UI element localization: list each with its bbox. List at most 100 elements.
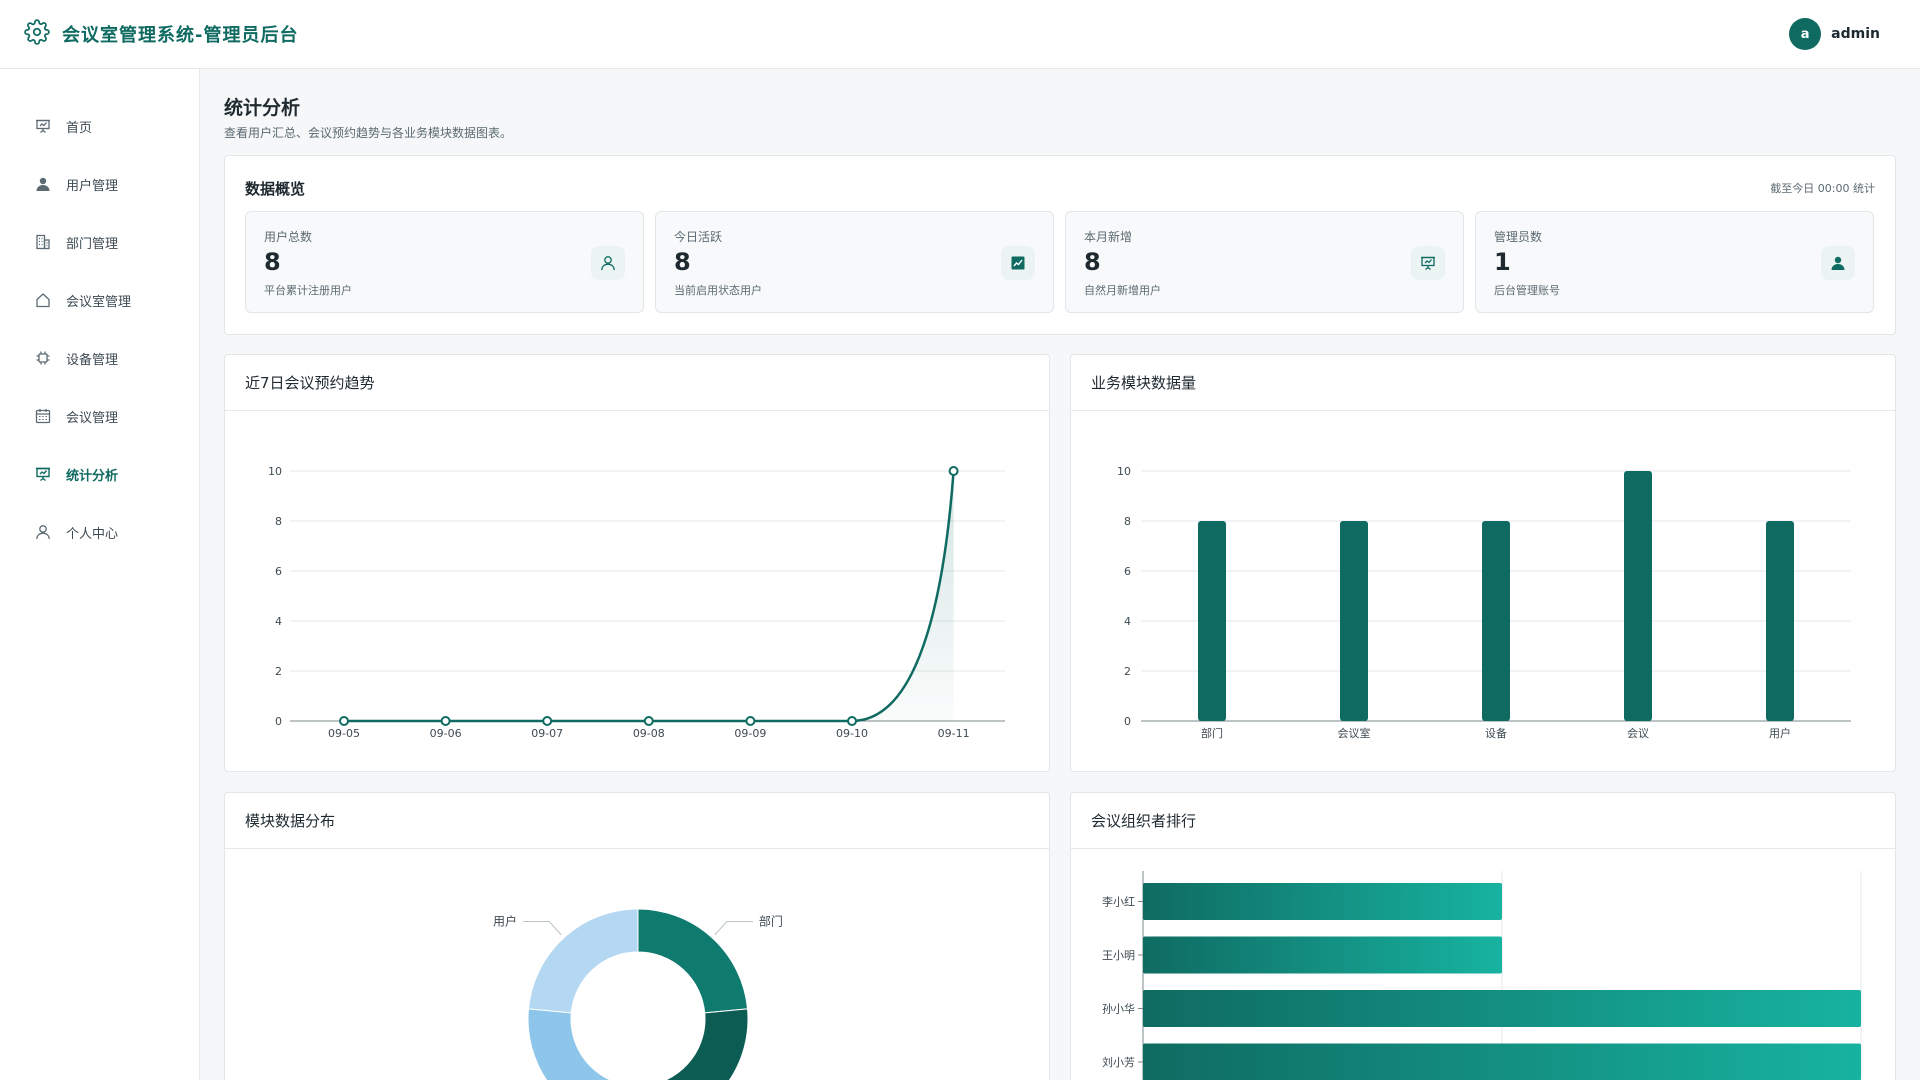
top-header: 会议室管理系统-管理员后台 a admin — [0, 0, 1920, 69]
data-point — [643, 716, 654, 726]
stat-label: 今日活跃 — [674, 230, 723, 244]
sidebar-item-label: 部门管理 — [66, 236, 119, 252]
y-tick-label: 0 — [275, 715, 282, 728]
sidebar-item-profile[interactable]: 个人中心 — [0, 503, 199, 561]
pie-label: 用户 — [493, 913, 517, 928]
stat-sub: 当前启用状态用户 — [674, 284, 762, 297]
stat-value: 8 — [1084, 248, 1101, 276]
ranking-panel: 会议组织者排行 李小红王小明孙小华刘小芳 — [1070, 792, 1896, 1080]
x-tick-label: 09-10 — [836, 727, 868, 740]
user-outline-icon — [591, 246, 625, 280]
user-icon — [1821, 246, 1855, 280]
y-tick-label: 10 — [1117, 465, 1131, 478]
stat-card-admins: 管理员数 1 后台管理账号 — [1475, 211, 1874, 313]
pie-slice — [637, 908, 749, 1014]
pie-label: 部门 — [759, 913, 783, 928]
y-tick-label: 4 — [1124, 615, 1131, 628]
building-icon — [34, 233, 52, 251]
overview-panel: 数据概览 截至今日 00:00 统计 用户总数 8 平台累计注册用户 今日活跃 … — [224, 155, 1896, 335]
stat-value: 8 — [264, 248, 281, 276]
stat-sub: 后台管理账号 — [1494, 284, 1560, 297]
data-point — [745, 716, 756, 726]
y-tick-label: 李小红 — [1102, 895, 1135, 909]
y-tick-label: 6 — [275, 565, 282, 578]
sidebar-item-label: 会议管理 — [66, 410, 119, 426]
sidebar-item-label: 设备管理 — [66, 352, 119, 368]
panel-title: 模块数据分布 — [225, 793, 1049, 849]
trend-panel: 近7日会议预约趋势 0 2 4 6 8 10 09-05 09-06 09-07 09-08 09-… — [224, 354, 1050, 772]
distribution-panel: 模块数据分布 部门会议室会议用户 — [224, 792, 1050, 1080]
distribution-donut-chart[interactable]: 部门会议室会议用户 — [225, 849, 1050, 1080]
line-area — [344, 471, 954, 721]
bar — [1482, 521, 1510, 721]
bar — [1766, 521, 1794, 721]
sidebar-item-devices[interactable]: 设备管理 — [0, 329, 199, 387]
sidebar-item-label: 用户管理 — [66, 178, 119, 194]
bar — [1198, 521, 1226, 721]
x-tick-label: 09-08 — [633, 727, 665, 740]
x-tick-label: 09-11 — [938, 727, 970, 740]
stat-value: 8 — [674, 248, 691, 276]
x-tick-label: 用户 — [1769, 726, 1791, 740]
chip-icon — [34, 349, 52, 367]
stat-value: 1 — [1494, 248, 1511, 276]
trend-line-chart[interactable]: 0 2 4 6 8 10 09-05 09-06 09-07 09-08 09-09 09-10 09-… — [225, 411, 1050, 771]
x-tick-label: 会议室 — [1338, 726, 1371, 740]
x-tick-label: 09-06 — [430, 727, 462, 740]
bar — [1143, 883, 1502, 920]
sidebar-item-statistics[interactable]: 统计分析 — [0, 445, 199, 503]
x-tick-label: 部门 — [1201, 726, 1223, 740]
y-tick-label: 王小明 — [1102, 949, 1135, 962]
data-point — [339, 716, 349, 726]
stat-label: 用户总数 — [264, 230, 313, 244]
sidebar-item-home[interactable]: 首页 — [0, 97, 199, 155]
stat-card-total-users: 用户总数 8 平台累计注册用户 — [245, 211, 644, 313]
y-tick-label: 8 — [275, 515, 282, 528]
trend-chart-icon — [1001, 246, 1035, 280]
modules-bar-chart[interactable]: 0 2 4 6 8 10 部门 会议室 设备 会议 用户 — [1071, 411, 1896, 771]
stat-card-active-today: 今日活跃 8 当前启用状态用户 — [655, 211, 1054, 313]
y-tick-label: 刘小芳 — [1102, 1055, 1135, 1069]
modules-panel: 业务模块数据量 0 2 4 6 8 10 部门 会议室 设备 会议 用户 — [1070, 354, 1896, 772]
y-tick-label: 孙小华 — [1102, 1002, 1135, 1016]
y-tick-label: 6 — [1124, 565, 1131, 578]
panel-title: 会议组织者排行 — [1071, 793, 1895, 849]
stat-sub: 平台累计注册用户 — [264, 284, 352, 297]
sidebar-item-meetings[interactable]: 会议管理 — [0, 387, 199, 445]
brand[interactable]: 会议室管理系统-管理员后台 — [24, 19, 298, 49]
stat-card-new-this-month: 本月新增 8 自然月新增用户 — [1065, 211, 1464, 313]
x-tick-label: 09-07 — [531, 727, 563, 740]
y-tick-label: 2 — [1124, 665, 1131, 678]
sidebar: 首页 用户管理 部门管理 会议室管理 设备管理 会议管理 统计分析 — [0, 69, 200, 1080]
panel-title: 近7日会议预约趋势 — [225, 355, 1049, 411]
avatar[interactable]: a — [1789, 18, 1822, 50]
x-tick-label: 设备 — [1485, 726, 1507, 740]
y-tick-label: 0 — [1124, 715, 1131, 728]
bar — [1143, 990, 1861, 1027]
bar — [1340, 521, 1368, 721]
sidebar-item-departments[interactable]: 部门管理 — [0, 213, 199, 271]
x-tick-label: 09-09 — [734, 727, 766, 740]
sidebar-item-users[interactable]: 用户管理 — [0, 155, 199, 213]
pie-slice — [664, 1008, 749, 1080]
presentation-icon — [34, 465, 52, 483]
data-point — [847, 716, 857, 726]
y-tick-label: 4 — [275, 615, 282, 628]
user-menu[interactable]: a admin — [1789, 18, 1880, 50]
data-point — [948, 466, 959, 476]
page-description: 查看用户汇总、会议预约趋势与各业务模块数据图表。 — [224, 126, 513, 140]
data-point — [440, 716, 451, 726]
page-title: 统计分析 — [224, 97, 301, 119]
presentation-icon — [1411, 246, 1445, 280]
sidebar-item-label: 首页 — [66, 120, 93, 136]
overview-title: 数据概览 — [245, 180, 306, 198]
sidebar-item-rooms[interactable]: 会议室管理 — [0, 271, 199, 329]
gear-icon — [24, 19, 50, 49]
bar — [1143, 1043, 1861, 1080]
pie-slice — [527, 908, 639, 1014]
panel-title: 业务模块数据量 — [1071, 355, 1895, 411]
pie-slice — [527, 1008, 612, 1080]
user-name[interactable]: admin — [1831, 26, 1880, 42]
y-tick-label: 2 — [275, 665, 282, 678]
